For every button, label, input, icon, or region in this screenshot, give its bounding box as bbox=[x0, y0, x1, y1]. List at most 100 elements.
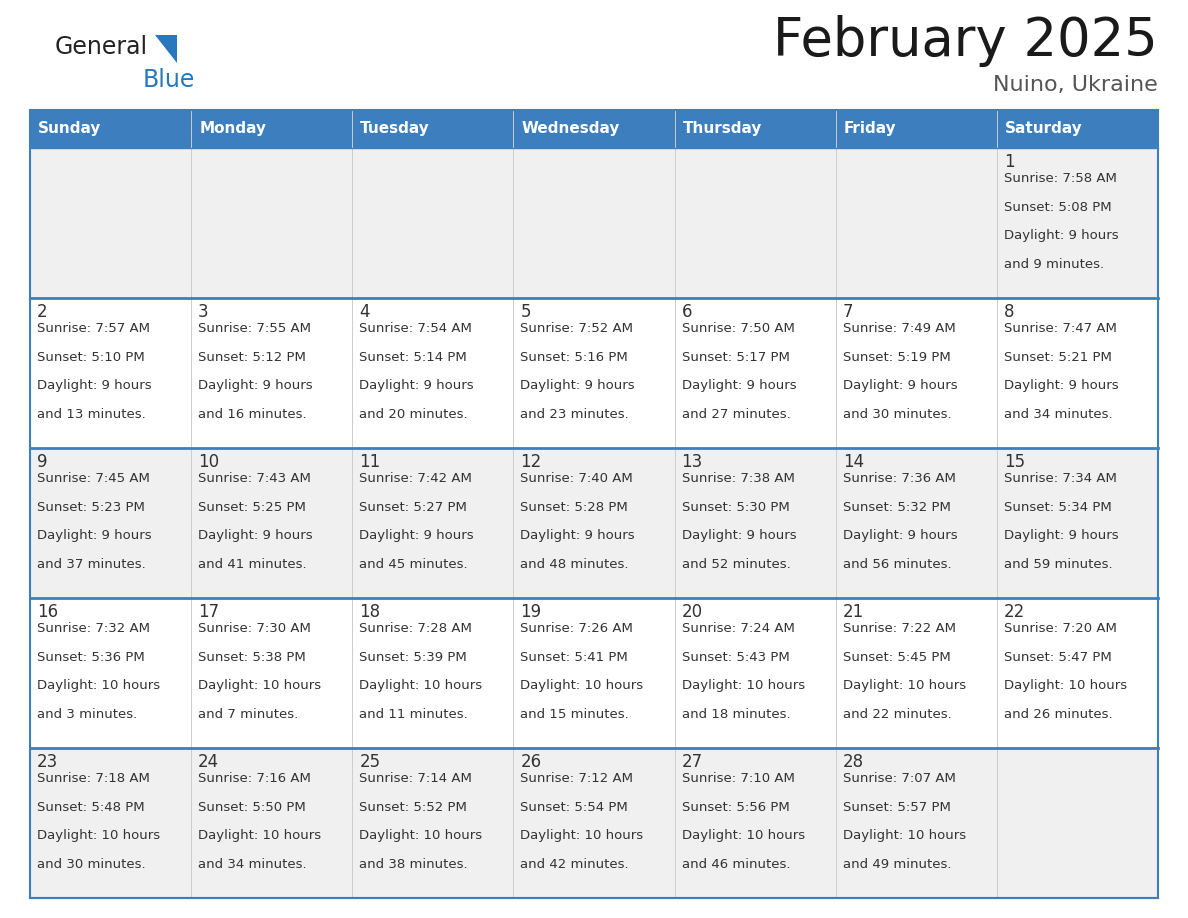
Text: and 42 minutes.: and 42 minutes. bbox=[520, 857, 630, 870]
Text: Sunrise: 7:12 AM: Sunrise: 7:12 AM bbox=[520, 772, 633, 785]
Bar bbox=[997, 448, 1158, 598]
Text: Friday: Friday bbox=[843, 121, 896, 137]
Text: 17: 17 bbox=[198, 603, 220, 621]
Text: and 56 minutes.: and 56 minutes. bbox=[842, 558, 952, 571]
Text: Daylight: 10 hours: Daylight: 10 hours bbox=[198, 679, 321, 692]
Text: Sunrise: 7:43 AM: Sunrise: 7:43 AM bbox=[198, 472, 311, 485]
Text: Sunset: 5:48 PM: Sunset: 5:48 PM bbox=[37, 800, 145, 813]
Bar bbox=[353, 110, 513, 148]
Bar bbox=[513, 298, 675, 448]
Polygon shape bbox=[154, 35, 177, 63]
Bar bbox=[675, 298, 835, 448]
Text: 11: 11 bbox=[359, 453, 380, 471]
Text: and 48 minutes.: and 48 minutes. bbox=[520, 558, 628, 571]
Text: and 16 minutes.: and 16 minutes. bbox=[198, 408, 307, 420]
Text: Sunset: 5:57 PM: Sunset: 5:57 PM bbox=[842, 800, 950, 813]
Text: and 49 minutes.: and 49 minutes. bbox=[842, 857, 952, 870]
Text: and 22 minutes.: and 22 minutes. bbox=[842, 708, 952, 721]
Text: Daylight: 10 hours: Daylight: 10 hours bbox=[37, 679, 160, 692]
Text: Sunday: Sunday bbox=[38, 121, 101, 137]
Text: Sunrise: 7:40 AM: Sunrise: 7:40 AM bbox=[520, 472, 633, 485]
Bar bbox=[30, 448, 191, 598]
Bar bbox=[353, 148, 513, 298]
Text: Sunset: 5:21 PM: Sunset: 5:21 PM bbox=[1004, 351, 1112, 364]
Bar bbox=[675, 598, 835, 748]
Text: Sunset: 5:38 PM: Sunset: 5:38 PM bbox=[198, 651, 305, 664]
Text: and 45 minutes.: and 45 minutes. bbox=[359, 558, 468, 571]
Text: and 46 minutes.: and 46 minutes. bbox=[682, 857, 790, 870]
Text: Sunset: 5:50 PM: Sunset: 5:50 PM bbox=[198, 800, 305, 813]
Text: 15: 15 bbox=[1004, 453, 1025, 471]
Text: Daylight: 10 hours: Daylight: 10 hours bbox=[198, 829, 321, 842]
Text: Sunrise: 7:36 AM: Sunrise: 7:36 AM bbox=[842, 472, 955, 485]
Text: Sunrise: 7:20 AM: Sunrise: 7:20 AM bbox=[1004, 622, 1117, 635]
Bar bbox=[30, 110, 1158, 898]
Text: Sunrise: 7:24 AM: Sunrise: 7:24 AM bbox=[682, 622, 795, 635]
Text: 1: 1 bbox=[1004, 153, 1015, 171]
Text: Sunrise: 7:10 AM: Sunrise: 7:10 AM bbox=[682, 772, 795, 785]
Text: 6: 6 bbox=[682, 303, 693, 321]
Text: and 30 minutes.: and 30 minutes. bbox=[842, 408, 952, 420]
Bar bbox=[353, 448, 513, 598]
Text: Sunset: 5:36 PM: Sunset: 5:36 PM bbox=[37, 651, 145, 664]
Bar bbox=[191, 748, 353, 898]
Text: Daylight: 9 hours: Daylight: 9 hours bbox=[198, 529, 312, 543]
Bar bbox=[513, 148, 675, 298]
Text: Daylight: 9 hours: Daylight: 9 hours bbox=[37, 379, 152, 392]
Text: and 30 minutes.: and 30 minutes. bbox=[37, 857, 146, 870]
Bar bbox=[675, 110, 835, 148]
Text: and 20 minutes.: and 20 minutes. bbox=[359, 408, 468, 420]
Text: 14: 14 bbox=[842, 453, 864, 471]
Text: Sunrise: 7:49 AM: Sunrise: 7:49 AM bbox=[842, 322, 955, 335]
Bar bbox=[835, 598, 997, 748]
Text: 16: 16 bbox=[37, 603, 58, 621]
Bar bbox=[30, 148, 191, 298]
Text: and 3 minutes.: and 3 minutes. bbox=[37, 708, 138, 721]
Text: Daylight: 10 hours: Daylight: 10 hours bbox=[37, 829, 160, 842]
Text: Daylight: 9 hours: Daylight: 9 hours bbox=[842, 529, 958, 543]
Text: Sunset: 5:25 PM: Sunset: 5:25 PM bbox=[198, 500, 307, 513]
Text: 8: 8 bbox=[1004, 303, 1015, 321]
Text: Sunset: 5:16 PM: Sunset: 5:16 PM bbox=[520, 351, 628, 364]
Text: 26: 26 bbox=[520, 753, 542, 771]
Text: and 34 minutes.: and 34 minutes. bbox=[198, 857, 307, 870]
Text: Wednesday: Wednesday bbox=[522, 121, 620, 137]
Bar bbox=[997, 110, 1158, 148]
Text: Sunrise: 7:50 AM: Sunrise: 7:50 AM bbox=[682, 322, 795, 335]
Text: Sunset: 5:43 PM: Sunset: 5:43 PM bbox=[682, 651, 789, 664]
Text: and 23 minutes.: and 23 minutes. bbox=[520, 408, 630, 420]
Bar bbox=[835, 110, 997, 148]
Text: and 34 minutes.: and 34 minutes. bbox=[1004, 408, 1112, 420]
Text: and 13 minutes.: and 13 minutes. bbox=[37, 408, 146, 420]
Text: and 37 minutes.: and 37 minutes. bbox=[37, 558, 146, 571]
Text: Sunrise: 7:47 AM: Sunrise: 7:47 AM bbox=[1004, 322, 1117, 335]
Text: Sunset: 5:34 PM: Sunset: 5:34 PM bbox=[1004, 500, 1112, 513]
Text: Daylight: 10 hours: Daylight: 10 hours bbox=[682, 679, 804, 692]
Text: Daylight: 9 hours: Daylight: 9 hours bbox=[842, 379, 958, 392]
Text: Daylight: 10 hours: Daylight: 10 hours bbox=[520, 829, 644, 842]
Bar bbox=[835, 448, 997, 598]
Bar bbox=[191, 298, 353, 448]
Text: Daylight: 9 hours: Daylight: 9 hours bbox=[37, 529, 152, 543]
Text: Sunrise: 7:30 AM: Sunrise: 7:30 AM bbox=[198, 622, 311, 635]
Text: Sunrise: 7:52 AM: Sunrise: 7:52 AM bbox=[520, 322, 633, 335]
Text: Daylight: 10 hours: Daylight: 10 hours bbox=[682, 829, 804, 842]
Text: Monday: Monday bbox=[200, 121, 266, 137]
Text: 28: 28 bbox=[842, 753, 864, 771]
Text: Sunrise: 7:38 AM: Sunrise: 7:38 AM bbox=[682, 472, 795, 485]
Text: Sunset: 5:54 PM: Sunset: 5:54 PM bbox=[520, 800, 628, 813]
Text: Sunset: 5:27 PM: Sunset: 5:27 PM bbox=[359, 500, 467, 513]
Text: Sunset: 5:28 PM: Sunset: 5:28 PM bbox=[520, 500, 628, 513]
Text: Daylight: 10 hours: Daylight: 10 hours bbox=[359, 829, 482, 842]
Text: Sunset: 5:52 PM: Sunset: 5:52 PM bbox=[359, 800, 467, 813]
Text: 20: 20 bbox=[682, 603, 702, 621]
Bar bbox=[191, 598, 353, 748]
Text: Sunrise: 7:54 AM: Sunrise: 7:54 AM bbox=[359, 322, 472, 335]
Text: and 52 minutes.: and 52 minutes. bbox=[682, 558, 790, 571]
Text: Sunset: 5:47 PM: Sunset: 5:47 PM bbox=[1004, 651, 1112, 664]
Text: 19: 19 bbox=[520, 603, 542, 621]
Bar bbox=[191, 110, 353, 148]
Text: Sunset: 5:30 PM: Sunset: 5:30 PM bbox=[682, 500, 789, 513]
Text: and 59 minutes.: and 59 minutes. bbox=[1004, 558, 1112, 571]
Text: and 38 minutes.: and 38 minutes. bbox=[359, 857, 468, 870]
